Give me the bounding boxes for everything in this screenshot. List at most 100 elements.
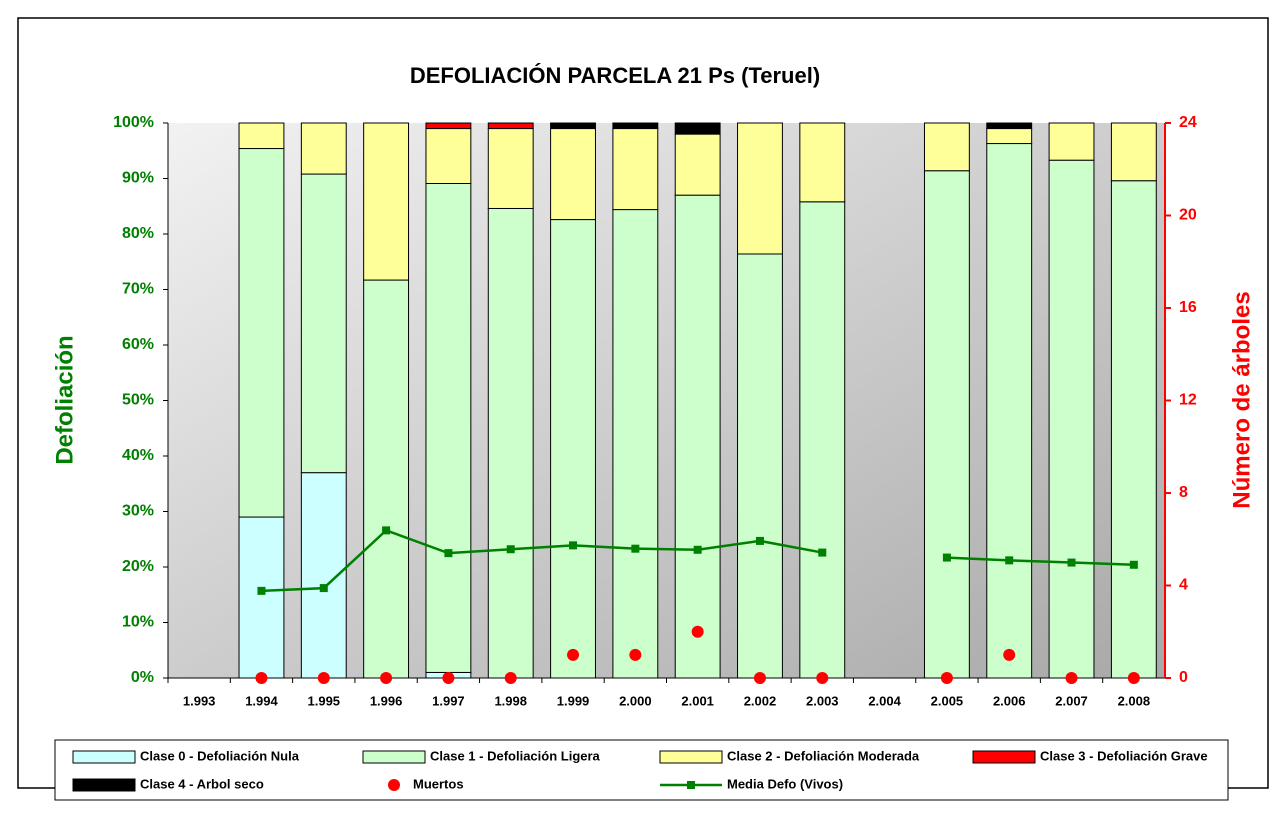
x-tick-label: 2.004 bbox=[868, 693, 901, 708]
x-tick-label: 1.995 bbox=[308, 693, 341, 708]
point bbox=[567, 648, 580, 661]
y-tick-label: 50% bbox=[122, 392, 154, 409]
line-marker bbox=[257, 586, 266, 595]
bar-segment bbox=[425, 128, 472, 184]
legend-label: Muertos bbox=[413, 776, 464, 791]
bar-segment bbox=[363, 122, 410, 281]
y-tick-label: 100% bbox=[113, 114, 154, 131]
y-tick-label: 10% bbox=[122, 614, 154, 631]
y2-tick-label: 8 bbox=[1179, 484, 1188, 501]
legend-swatch bbox=[388, 779, 400, 791]
point bbox=[1003, 648, 1016, 661]
y-tick-label: 80% bbox=[122, 225, 154, 242]
legend bbox=[54, 739, 1229, 801]
bar-segment bbox=[674, 122, 721, 135]
bar-segment bbox=[799, 201, 846, 679]
bar-segment bbox=[238, 122, 285, 150]
y2-axis-title: Número de árboles bbox=[1228, 291, 1255, 508]
x-tick-label: 2.007 bbox=[1055, 693, 1088, 708]
legend-label: Clase 1 - Defoliación Ligera bbox=[430, 748, 601, 763]
line-marker bbox=[1129, 560, 1138, 569]
y2-tick-label: 24 bbox=[1179, 114, 1197, 131]
line-marker bbox=[942, 553, 951, 562]
bar-segment bbox=[425, 182, 472, 673]
y-tick-label: 60% bbox=[122, 336, 154, 353]
point bbox=[753, 672, 766, 684]
y2-tick-label: 20 bbox=[1179, 207, 1197, 224]
legend-label: Clase 3 - Defoliación Grave bbox=[1040, 748, 1208, 763]
y2-tick-label: 12 bbox=[1179, 392, 1197, 409]
bar-segment bbox=[487, 122, 534, 130]
bar-segment bbox=[737, 253, 783, 679]
bar-segment bbox=[799, 122, 846, 203]
bar-segment bbox=[238, 516, 285, 679]
y-tick-label: 40% bbox=[122, 447, 154, 464]
point bbox=[629, 648, 642, 661]
chart-title: DEFOLIACIÓN PARCELA 21 Ps (Teruel) bbox=[410, 63, 820, 88]
line-marker bbox=[1067, 558, 1076, 567]
y-tick-label: 0% bbox=[131, 669, 154, 686]
bar-segment bbox=[612, 209, 659, 679]
x-tick-label: 2.005 bbox=[931, 693, 964, 708]
legend-label: Media Defo (Vivos) bbox=[727, 776, 843, 791]
point bbox=[317, 672, 330, 684]
legend-label: Clase 2 - Defoliación Moderada bbox=[727, 748, 920, 763]
bar-segment bbox=[1048, 159, 1095, 679]
line-marker bbox=[569, 541, 578, 550]
legend-label: Clase 4 - Arbol seco bbox=[140, 776, 264, 791]
line-marker bbox=[755, 536, 764, 545]
bar-segment bbox=[923, 170, 970, 679]
x-tick-label: 1.998 bbox=[494, 693, 527, 708]
line-marker bbox=[506, 545, 515, 554]
bar-segment bbox=[1110, 180, 1157, 679]
point bbox=[816, 672, 829, 684]
x-tick-label: 1.994 bbox=[245, 693, 278, 708]
bar-segment bbox=[238, 148, 285, 518]
line-marker bbox=[1005, 556, 1014, 565]
x-tick-label: 1.996 bbox=[370, 693, 403, 708]
bar-segment bbox=[737, 122, 783, 255]
x-tick-label: 1.993 bbox=[183, 693, 216, 708]
bar-segment bbox=[363, 279, 410, 679]
point bbox=[380, 672, 393, 684]
point bbox=[1065, 672, 1078, 684]
y-tick-label: 20% bbox=[122, 558, 154, 575]
bar-segment bbox=[986, 122, 1033, 130]
bar-segment bbox=[612, 122, 659, 130]
bar-segment bbox=[1048, 122, 1095, 161]
line-marker bbox=[382, 526, 391, 535]
bar-segment bbox=[487, 128, 534, 209]
legend-swatch bbox=[687, 781, 695, 789]
x-tick-label: 2.003 bbox=[806, 693, 839, 708]
x-tick-label: 2.001 bbox=[681, 693, 714, 708]
line-marker bbox=[319, 584, 328, 593]
bar-segment bbox=[674, 194, 721, 679]
x-tick-label: 2.002 bbox=[744, 693, 777, 708]
bar-segment bbox=[300, 173, 347, 474]
legend-swatch bbox=[362, 750, 426, 764]
y2-tick-label: 0 bbox=[1179, 669, 1188, 686]
bar-segment bbox=[550, 122, 596, 130]
line-marker bbox=[444, 549, 453, 558]
x-tick-label: 2.008 bbox=[1118, 693, 1151, 708]
bar-segment bbox=[674, 133, 721, 196]
x-tick-label: 1.997 bbox=[432, 693, 465, 708]
y2-tick-label: 4 bbox=[1179, 577, 1188, 594]
x-tick-label: 2.000 bbox=[619, 693, 652, 708]
bar-segment bbox=[923, 122, 970, 172]
point bbox=[442, 672, 455, 684]
bar-segment bbox=[550, 128, 596, 221]
line bbox=[261, 528, 1134, 593]
point bbox=[504, 672, 517, 684]
x-tick-label: 2.006 bbox=[993, 693, 1026, 708]
legend-swatch bbox=[72, 750, 136, 764]
y-axis-title: Defoliación bbox=[51, 335, 78, 464]
bar-segment bbox=[986, 143, 1033, 679]
point bbox=[691, 625, 704, 638]
bar-segment bbox=[1110, 122, 1157, 182]
point bbox=[940, 672, 953, 684]
y2-tick-label: 16 bbox=[1179, 299, 1197, 316]
x-tick-label: 1.999 bbox=[557, 693, 590, 708]
bar-segment bbox=[487, 207, 534, 679]
